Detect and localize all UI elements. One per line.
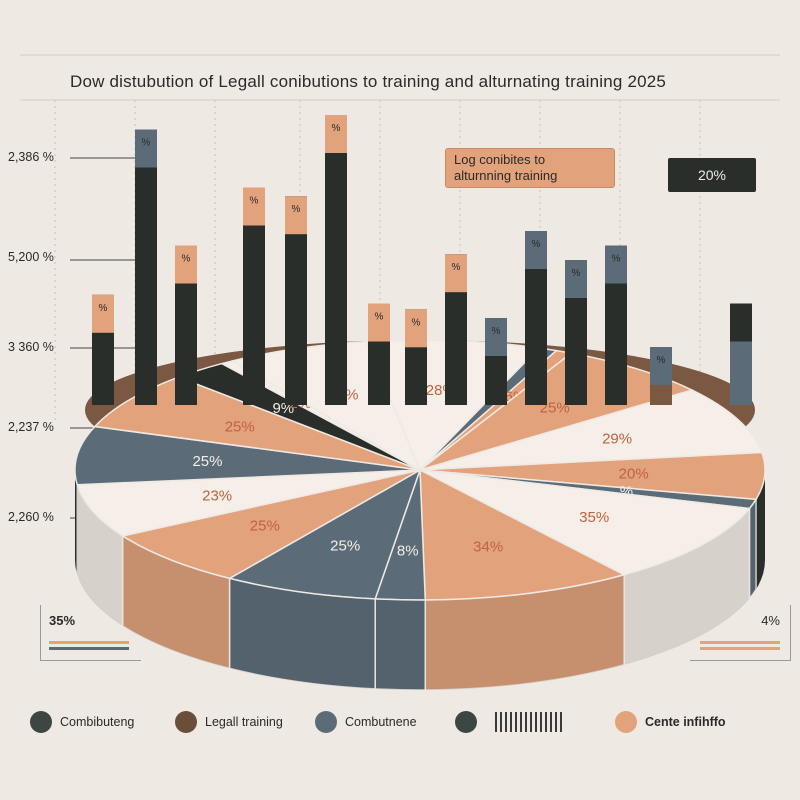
- bar-label: %: [142, 138, 151, 149]
- bar: [285, 196, 307, 405]
- bar-cap: [175, 245, 197, 284]
- pie-slice-label: 8%: [397, 542, 419, 559]
- legend-swatch: [615, 711, 637, 733]
- legend-item: Legall training: [175, 705, 283, 739]
- bar-cap: [485, 318, 507, 356]
- bar-cap: [285, 196, 307, 235]
- bar-cap: [525, 231, 547, 269]
- pie-slice: [419, 389, 763, 471]
- pie-slice-label: 25%: [225, 419, 255, 436]
- bar: [135, 129, 157, 405]
- chart-legend: Combibuteng Legall training Combutnene C…: [30, 705, 770, 739]
- legend-item: [455, 705, 565, 739]
- chart-title: Dow distubution of Legall conibutions to…: [70, 72, 667, 91]
- bar-label: %: [375, 312, 384, 323]
- y-tick-label: 3 360 %: [8, 340, 54, 354]
- pie-slice-label: 25%: [192, 453, 222, 470]
- bar-cap: [605, 245, 627, 284]
- annotation-value-box: 20%: [668, 158, 756, 192]
- bar-cap: [368, 303, 390, 342]
- y-tick-label: 2,237 %: [8, 420, 54, 434]
- bar-cap: [730, 303, 752, 342]
- side-note-line: [700, 647, 780, 650]
- bar-label: %: [612, 254, 621, 265]
- bar-cap: [243, 187, 265, 226]
- bar-cap: [405, 309, 427, 348]
- pie-slice-label: 25%: [540, 399, 570, 416]
- bar-label: %: [99, 303, 108, 314]
- pie-slice-side: [76, 484, 124, 628]
- legend-item: Combutnene: [315, 705, 417, 739]
- side-note-right: 4%: [690, 605, 791, 661]
- callout-line1: Log conibites to: [454, 152, 546, 167]
- side-note-left-value: 35%: [49, 613, 76, 628]
- pie-slice-label: 29%: [602, 431, 632, 448]
- bar-label: %: [250, 196, 259, 207]
- bar-label: %: [332, 123, 341, 134]
- bar-cap: [92, 294, 114, 333]
- legend-swatch: [175, 711, 197, 733]
- annotation-callout: Log conibites to alturnning training: [445, 148, 615, 188]
- side-note-line: [49, 647, 129, 650]
- pie-slice-side: [748, 496, 757, 601]
- bar-cap: [650, 347, 672, 385]
- side-note-line: [700, 641, 780, 644]
- bar-label: %: [532, 239, 541, 250]
- side-note-line: [49, 641, 129, 644]
- bar: [525, 231, 547, 405]
- bar-cap: [135, 129, 157, 168]
- legend-swatch: [30, 711, 52, 733]
- bar: [175, 245, 197, 405]
- bar-label: %: [572, 268, 581, 279]
- bar-cap: [565, 260, 587, 298]
- legend-swatch: [455, 711, 477, 733]
- pie-slice-label: 34%: [473, 538, 503, 555]
- bar-label: %: [737, 312, 746, 323]
- callout-line2: alturnning training: [454, 168, 558, 183]
- bar: [605, 245, 627, 405]
- y-tick-label: 2,260 %: [8, 510, 54, 524]
- bar: [243, 187, 265, 405]
- side-note-right-value: 4%: [761, 613, 780, 628]
- pie-slice-label: 25%: [250, 517, 280, 534]
- pie-slice-label: 23%: [202, 488, 232, 505]
- pie-slice-label: 25%: [330, 538, 360, 555]
- bar-label: %: [412, 317, 421, 328]
- y-tick-label: 2,386 %: [8, 150, 54, 164]
- pie-slice-label: 20%: [619, 466, 649, 483]
- legend-hatch-pattern: [495, 712, 565, 732]
- pie-slice-side: [374, 598, 427, 691]
- legend-label: Legall training: [205, 715, 283, 729]
- side-note-left: 35%: [40, 605, 141, 661]
- bar-label: %: [292, 204, 301, 215]
- legend-item: Combibuteng: [30, 705, 134, 739]
- bar-cap: [445, 254, 467, 293]
- bar-label: %: [452, 262, 461, 273]
- legend-label: Combutnene: [345, 715, 417, 729]
- legend-swatch: [315, 711, 337, 733]
- bar: [325, 115, 347, 405]
- pie-slice: [74, 425, 421, 486]
- pie-slice-label: 35%: [579, 509, 609, 526]
- y-tick-label: 5,200 %: [8, 250, 54, 264]
- bar-label: %: [657, 355, 666, 366]
- bar-cap: [325, 115, 347, 153]
- bar-label: %: [492, 326, 501, 337]
- legend-item: Cente infihffo: [615, 705, 726, 739]
- legend-label: Combibuteng: [60, 715, 135, 729]
- bar-label: %: [182, 254, 191, 265]
- legend-label: Cente infihffo: [645, 715, 726, 729]
